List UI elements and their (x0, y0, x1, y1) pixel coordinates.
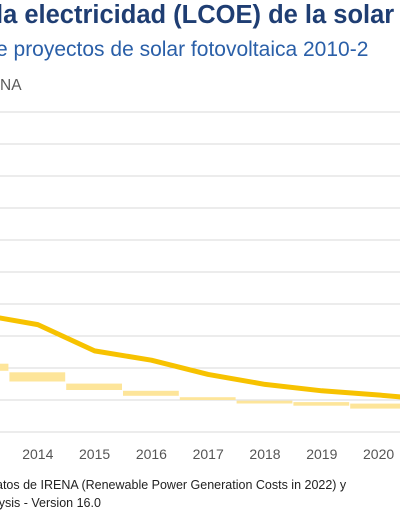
x-axis-ticks: 2014 2015 2016 2017 2018 2019 2020 (22, 446, 394, 462)
lcoe-chart: 2014 2015 2016 2017 2018 2019 2020 (0, 111, 400, 462)
unit-label: NA (0, 77, 22, 94)
x-tick-label: 2020 (363, 446, 394, 462)
chart-title: la electricidad (LCOE) de la solar f (0, 1, 400, 29)
range-band (9, 372, 66, 382)
x-tick-label: 2017 (193, 446, 224, 462)
series-line (0, 315, 400, 400)
chart-subtitle: e proyectos de solar fotovoltaica 2010-2 (0, 38, 369, 61)
range-band (293, 402, 350, 406)
x-tick-label: 2019 (306, 446, 337, 462)
source-note: atos de IRENA (Renewable Power Generatio… (0, 476, 400, 512)
x-tick-label: 2018 (249, 446, 280, 462)
range-band (179, 397, 236, 400)
range-band (66, 383, 122, 390)
x-tick-label: 2014 (22, 446, 53, 462)
source-line-1: atos de IRENA (Renewable Power Generatio… (0, 478, 347, 492)
gridlines (0, 111, 400, 433)
range-band (350, 403, 400, 409)
range-band (123, 390, 179, 396)
series-lines (0, 315, 400, 400)
source-line-2: lysis - Version 16.0 (0, 496, 101, 510)
range-band (236, 400, 293, 404)
x-tick-label: 2015 (79, 446, 110, 462)
range-band (0, 363, 9, 371)
range-bands (0, 363, 400, 409)
x-tick-label: 2016 (136, 446, 167, 462)
